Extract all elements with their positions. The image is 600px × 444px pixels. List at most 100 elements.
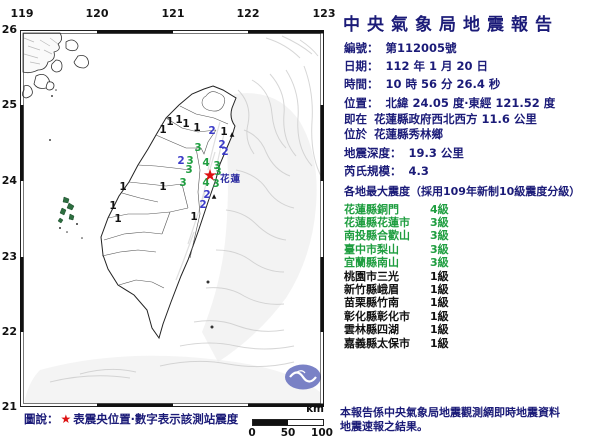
footer-note-line2: 地震速報之結果。 bbox=[340, 420, 428, 433]
longitude-label: 121 bbox=[161, 7, 185, 20]
report-field-row: 位置： 北緯 24.05 度‧東經 121.52 度 bbox=[344, 95, 555, 111]
station-intensity: 1級 bbox=[430, 269, 449, 283]
station-name: 宜蘭縣南山 bbox=[344, 256, 399, 270]
station-intensity: 1級 bbox=[430, 283, 449, 297]
map-legend: 圖說： ★ 表震央位置‧數字表示該測站震度 bbox=[24, 411, 238, 427]
station-row: 花蓮縣銅門 4級 bbox=[344, 202, 574, 216]
footer-note-line1: 本報告係中央氣象局地震觀測網即時地震資料 bbox=[340, 406, 560, 419]
station-intensity: 1級 bbox=[430, 323, 449, 337]
station-name: 雲林縣四湖 bbox=[344, 323, 399, 337]
station-name: 花蓮縣花蓮市 bbox=[344, 216, 410, 230]
report-field-row: 日期： 112 年 1 月 20 日 bbox=[344, 58, 488, 74]
station-intensity: 1級 bbox=[430, 309, 449, 323]
station-row: 雲林縣四湖 1級 bbox=[344, 323, 574, 336]
field-value: 19.3 公里 bbox=[408, 146, 464, 160]
field-label: 日期： bbox=[344, 59, 379, 73]
epicenter-star-icon: ★ bbox=[202, 165, 218, 185]
latitude-label: 22 bbox=[1, 324, 17, 338]
scale-tick-label: 0 bbox=[248, 427, 256, 439]
station-intensity: 3級 bbox=[430, 216, 449, 230]
station-row: 花蓮縣花蓮市 3級 bbox=[344, 215, 574, 230]
scale-bar-white-segment bbox=[288, 420, 323, 425]
field-label: 地震深度： bbox=[344, 146, 402, 160]
station-intensity: 4級 bbox=[430, 202, 449, 216]
strait-dots bbox=[49, 89, 57, 141]
station-row: 宜蘭縣南山 3級 bbox=[344, 256, 574, 269]
station-intensity: 3級 bbox=[430, 256, 449, 270]
station-intensity: 1級 bbox=[430, 296, 449, 310]
station-row: 彰化縣彰化市 1級 bbox=[344, 309, 574, 323]
small-islands bbox=[59, 223, 214, 329]
field-label: 位於 bbox=[344, 127, 367, 141]
latitude-label: 23 bbox=[1, 249, 17, 263]
map-frame bbox=[20, 30, 324, 407]
longitude-label: 123 bbox=[312, 7, 336, 20]
taiwan-map bbox=[20, 30, 324, 407]
field-label: 芮氏規模： bbox=[344, 164, 402, 178]
station-name: 新竹縣峨眉 bbox=[344, 283, 399, 297]
cwb-logo-icon bbox=[285, 364, 321, 390]
scale-bar-graphic bbox=[252, 419, 324, 426]
station-intensity: 1級 bbox=[430, 336, 449, 350]
latitude-label: 25 bbox=[1, 97, 17, 111]
report-field-row: 即在 花蓮縣政府西北西方 11.6 公里 bbox=[344, 111, 537, 127]
station-name: 花蓮縣銅門 bbox=[344, 202, 399, 216]
station-row: 桃園市三光 1級 bbox=[344, 269, 574, 283]
report-field-row: 時間： 10 時 56 分 26.4 秒 bbox=[344, 76, 500, 92]
field-value: 北緯 24.05 度‧東經 121.52 度 bbox=[385, 96, 556, 110]
station-intensity: 3級 bbox=[430, 229, 449, 243]
report-panel: 中央氣象局地震報告 編號： 第112005號 日期： 112 年 1 月 20 日 … bbox=[338, 0, 600, 444]
field-label: 位置： bbox=[344, 96, 379, 110]
report-field-row: 編號： 第112005號 bbox=[344, 40, 457, 56]
field-value: 花蓮縣政府西北西方 11.6 公里 bbox=[374, 112, 537, 126]
station-list: 花蓮縣銅門 4級 花蓮縣花蓮市 3級 南投縣合歡山 3級 臺中市梨山 3級 宜蘭縣南山 3… bbox=[344, 202, 574, 350]
field-label: 編號： bbox=[344, 41, 379, 55]
footer-note: 本報告係中央氣象局地震觀測網即時地震資料 地震速報之結果。 bbox=[340, 406, 560, 434]
station-row: 南投縣合歡山 3級 bbox=[344, 229, 574, 242]
place-label-hualien: 花蓮 bbox=[220, 174, 242, 185]
max-intensity-header: 各地最大震度（採用109年新制10級震度分級） bbox=[344, 185, 581, 198]
station-intensity: 3級 bbox=[430, 242, 449, 256]
china-relief bbox=[23, 37, 59, 65]
field-value: 花蓮縣秀林鄉 bbox=[374, 127, 443, 141]
scale-unit-label: km bbox=[306, 403, 324, 415]
field-label: 時間： bbox=[344, 77, 379, 91]
scale-tick-label: 50 bbox=[280, 427, 296, 439]
legend-text: 表震央位置‧數字表示該測站震度 bbox=[73, 412, 239, 426]
latitude-label: 24 bbox=[1, 173, 17, 187]
longitude-label: 122 bbox=[236, 7, 260, 20]
station-row: 嘉義縣太保市 1級 bbox=[344, 336, 574, 350]
scale-bar-black-segment bbox=[253, 420, 288, 425]
longitude-label: 120 bbox=[85, 7, 109, 20]
station-name: 彰化縣彰化市 bbox=[344, 309, 410, 323]
report-field-row: 地震深度： 19.3 公里 bbox=[344, 145, 464, 161]
station-name: 南投縣合歡山 bbox=[344, 229, 410, 243]
report-field-row: 芮氏規模： 4.3 bbox=[344, 163, 429, 179]
field-value: 10 時 56 分 26.4 秒 bbox=[385, 77, 501, 91]
county-boundaries bbox=[101, 91, 229, 289]
report-title: 中央氣象局地震報告 bbox=[343, 15, 559, 35]
station-row: 新竹縣峨眉 1級 bbox=[344, 282, 574, 297]
scale-tick-label: 100 bbox=[311, 427, 333, 439]
south-sea-shade bbox=[24, 355, 320, 404]
latitude-label: 21 bbox=[1, 399, 17, 413]
latitude-label: 26 bbox=[1, 22, 17, 36]
legend-prefix: 圖說： bbox=[24, 412, 59, 426]
report-field-row: 位於 花蓮縣秀林鄉 bbox=[344, 126, 443, 142]
penghu-islands bbox=[57, 196, 75, 224]
mountain-relief bbox=[175, 121, 226, 281]
field-value: 第112005號 bbox=[385, 41, 457, 55]
field-value: 4.3 bbox=[408, 164, 429, 178]
field-value: 112 年 1 月 20 日 bbox=[385, 59, 489, 73]
field-label: 即在 bbox=[344, 112, 367, 126]
ocean-relief bbox=[49, 35, 323, 383]
legend-star-icon: ★ bbox=[60, 412, 72, 426]
station-row: 苗栗縣竹南 1級 bbox=[344, 296, 574, 309]
map-border bbox=[20, 30, 324, 407]
longitude-label: 119 bbox=[10, 7, 34, 20]
station-name: 臺中市梨山 bbox=[344, 242, 399, 256]
station-name: 桃園市三光 bbox=[344, 269, 399, 283]
china-coast bbox=[22, 32, 89, 99]
station-row: 臺中市梨山 3級 bbox=[344, 242, 574, 256]
